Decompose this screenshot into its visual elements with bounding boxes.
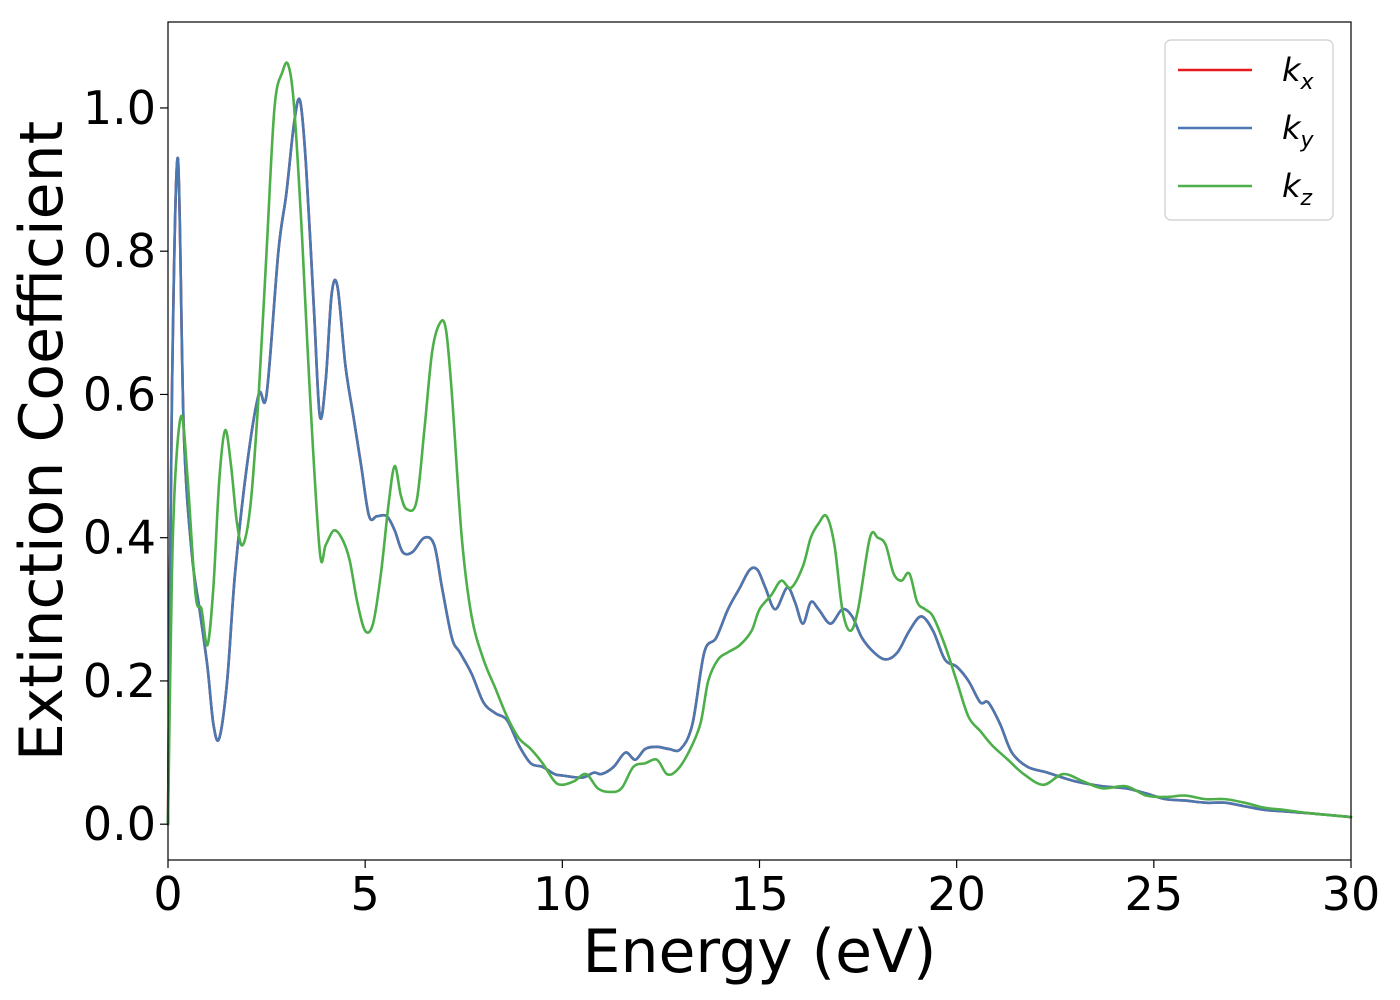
y-tick-label: 0.4 [83,511,156,565]
series-layer [166,61,1353,826]
y-tick-label: 1.0 [83,81,156,135]
legend: kx ky kz [1164,39,1334,221]
y-tick-label: 0.8 [83,224,156,278]
x-axis-title: Energy (eV) [583,917,937,987]
y-tick-label: 0.2 [83,654,156,708]
x-tick-label: 5 [351,867,380,921]
x-tick-label: 0 [153,867,182,921]
legend-items: kx ky kz [1178,51,1315,211]
y-axis-ticks: 0.0 0.2 0.4 0.6 0.8 1.0 [83,81,168,851]
series-line-kz [166,61,1353,826]
legend-label-ky: ky [1282,109,1315,153]
y-tick-label: 0.6 [83,367,156,421]
y-axis-title: Extinction Coefficient [7,121,77,761]
series-line-ky [166,97,1353,826]
legend-box [1164,39,1334,221]
x-tick-label: 15 [730,867,789,921]
x-tick-label: 20 [927,867,986,921]
x-tick-label: 25 [1125,867,1184,921]
legend-label-kz: kz [1282,167,1313,211]
legend-label-kx: kx [1282,51,1315,95]
y-tick-label: 0.0 [83,797,156,851]
x-tick-label: 10 [533,867,592,921]
x-axis-ticks: 0 5 10 15 20 25 30 [153,860,1380,921]
x-tick-label: 30 [1322,867,1381,921]
